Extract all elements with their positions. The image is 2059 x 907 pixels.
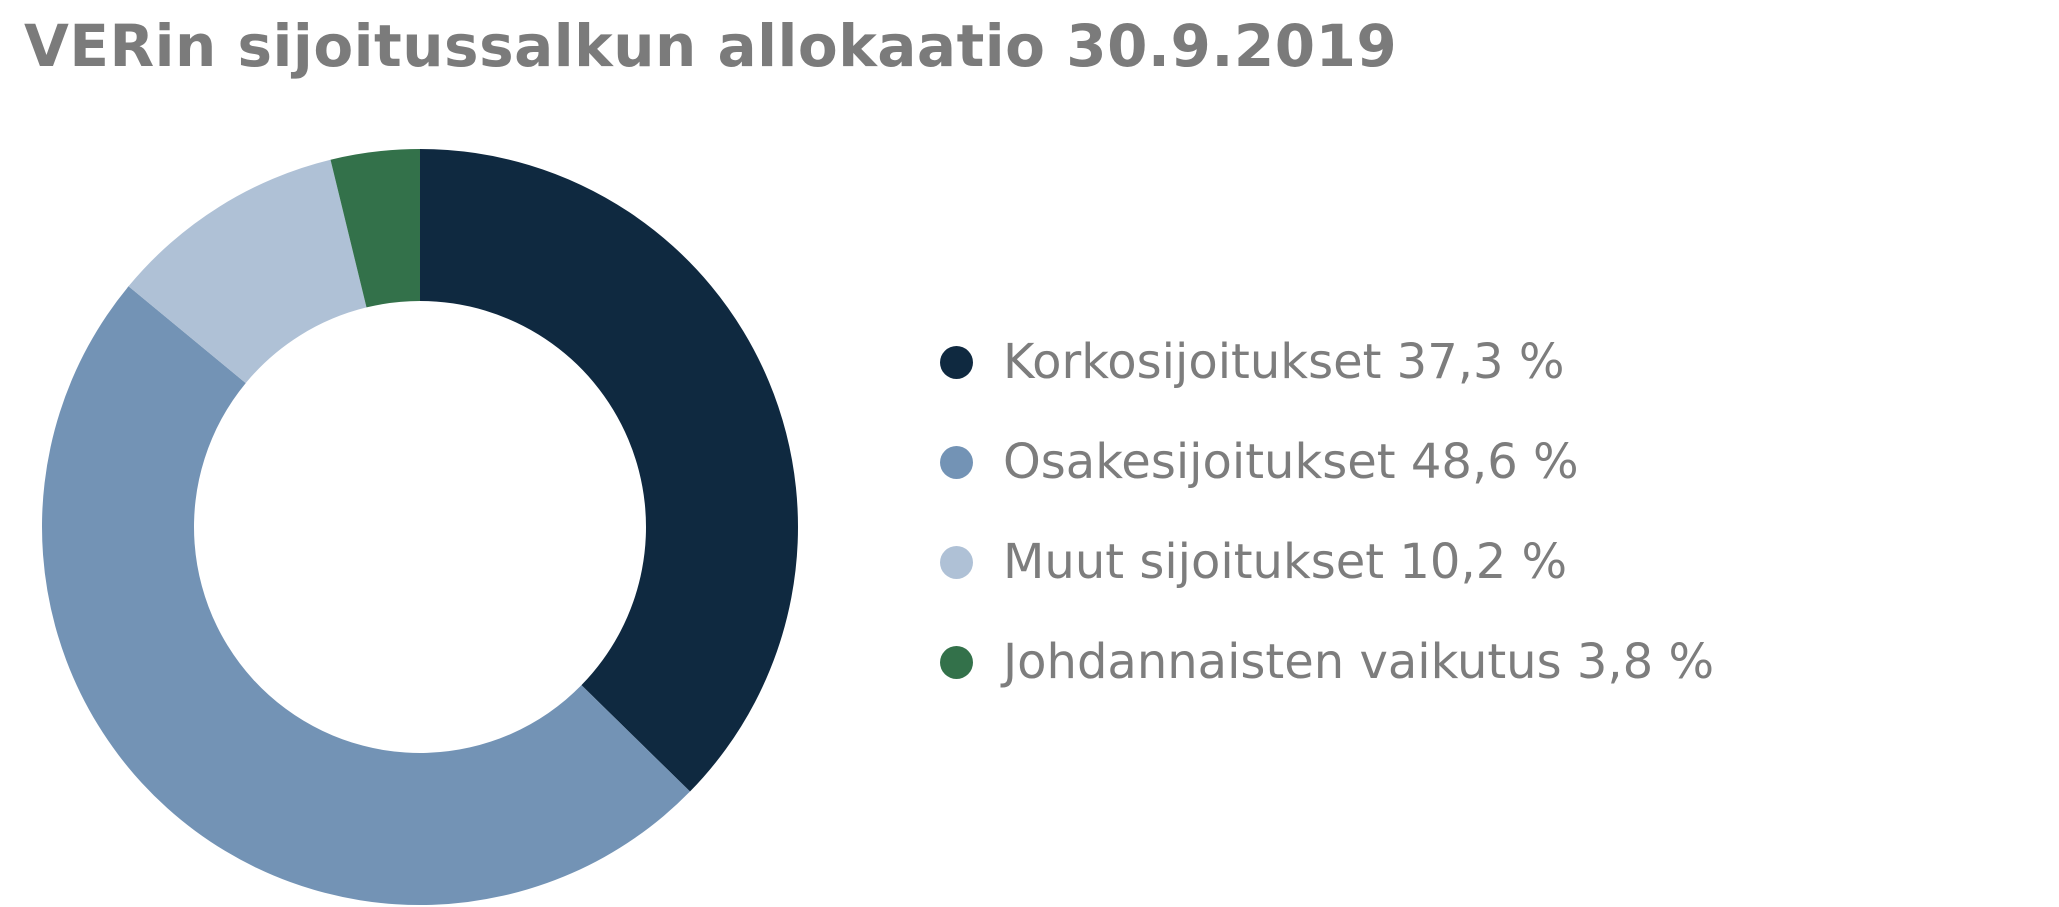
legend-item-3: Muut sijoitukset 10,2 % <box>940 512 1714 612</box>
legend-item-2: Osakesijoitukset 48,6 % <box>940 412 1714 512</box>
chart-title: VERin sijoitussalkun allokaatio 30.9.201… <box>24 12 1398 80</box>
donut-slice-1 <box>420 149 798 792</box>
chart-legend: Korkosijoitukset 37,3 % Osakesijoitukset … <box>940 312 1714 712</box>
legend-label: Johdannaisten vaikutus 3,8 % <box>1003 634 1715 690</box>
donut-chart <box>42 149 798 905</box>
legend-item-1: Korkosijoitukset 37,3 % <box>940 312 1714 412</box>
donut-slice-3 <box>128 159 367 384</box>
legend-swatch <box>940 445 973 479</box>
legend-swatch <box>940 345 973 379</box>
legend-label: Muut sijoitukset 10,2 % <box>1003 534 1568 590</box>
legend-swatch <box>940 545 973 579</box>
legend-item-4: Johdannaisten vaikutus 3,8 % <box>940 612 1714 712</box>
donut-slice-2 <box>42 286 691 905</box>
legend-swatch <box>940 645 973 679</box>
donut-slice-4 <box>330 149 420 308</box>
legend-label: Korkosijoitukset 37,3 % <box>1003 334 1565 390</box>
legend-label: Osakesijoitukset 48,6 % <box>1003 434 1579 490</box>
